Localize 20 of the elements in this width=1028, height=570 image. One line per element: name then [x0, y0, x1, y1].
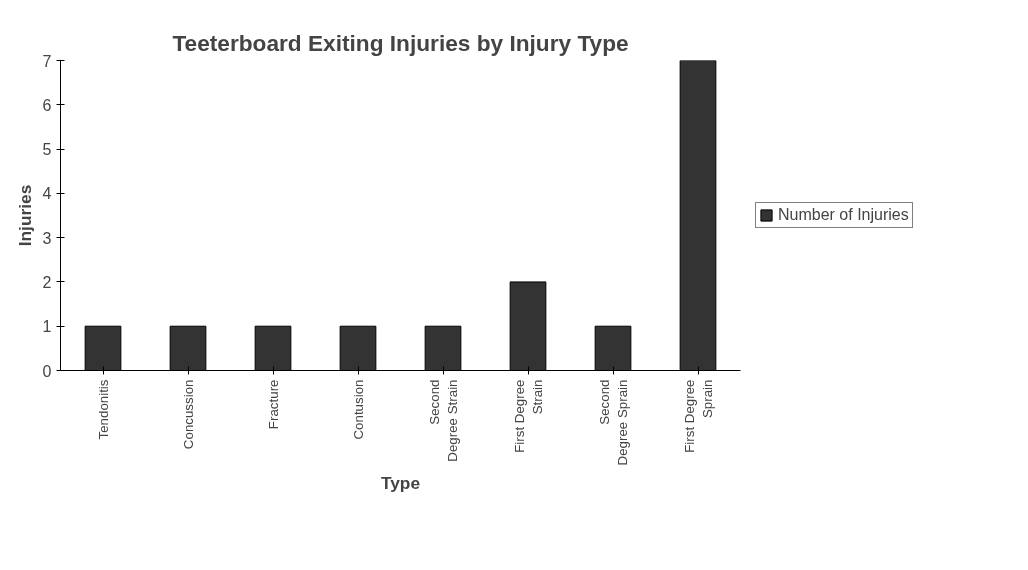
y-tick-label: 1	[42, 318, 52, 336]
x-tick-label: Contusion	[350, 379, 366, 440]
y-tick-label: 2	[42, 273, 52, 291]
x-tick-label: First Degree Strain	[511, 379, 545, 453]
y-tick-label: 0	[42, 362, 52, 380]
chart-title: Teeterboard Exiting Injuries by Injury Type	[172, 29, 629, 56]
y-axis-title: Injuries	[14, 184, 35, 247]
x-tick-label: Fracture	[265, 379, 281, 430]
x-tick-label: Tendonitis	[95, 379, 111, 440]
y-tick-label: 7	[42, 52, 52, 70]
x-tick-label: First Degree Sprain	[681, 379, 715, 453]
y-tick-label: 3	[42, 229, 52, 247]
x-tick-label: Second Degree Strain	[426, 379, 460, 462]
legend-label: Number of Injuries	[778, 206, 909, 224]
y-tick-label: 5	[42, 141, 52, 159]
x-axis-title: Type	[380, 473, 421, 494]
y-tick-label: 6	[42, 96, 52, 114]
x-tick-label: Second Degree Sprain	[596, 379, 630, 466]
x-tick-label: Concussion	[180, 379, 196, 450]
y-tick-label: 4	[42, 185, 52, 203]
